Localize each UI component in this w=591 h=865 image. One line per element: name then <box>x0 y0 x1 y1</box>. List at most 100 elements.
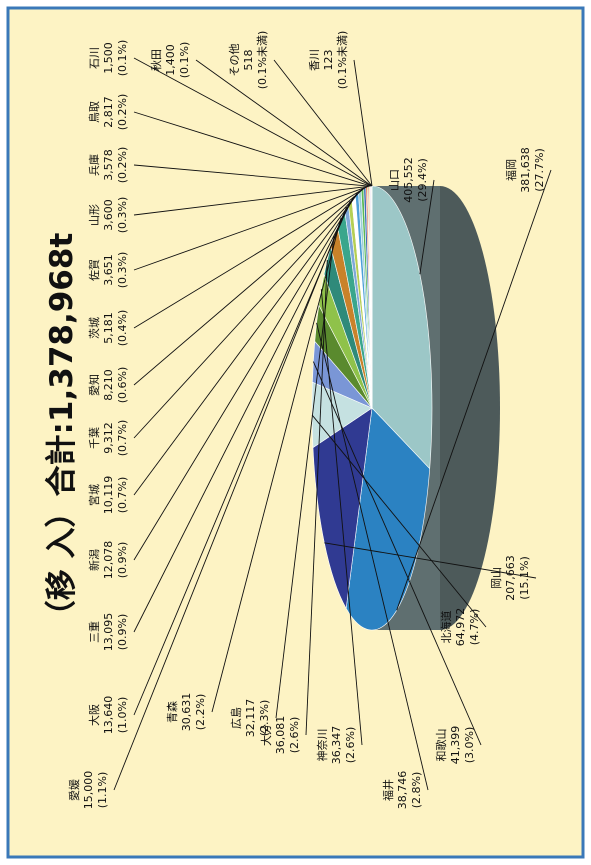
slice-label-1: 福岡 381,638 (27.7%) <box>504 147 546 193</box>
slice-name: 秋田 <box>149 49 163 71</box>
leader-line-20 <box>133 164 370 187</box>
slice-pct: (4.7%) <box>468 609 481 646</box>
slice-label-15: 千葉 9,312 (0.7%) <box>87 420 129 457</box>
slice-name: 佐賀 <box>87 259 101 281</box>
slice-label-19: 山形 3,600 (0.3%) <box>88 197 129 234</box>
slice-name: 兵庫 <box>87 154 101 176</box>
slice-name: 新潟 <box>87 549 101 571</box>
slice-label-7: 大分 36,081 (2.6%) <box>259 716 301 755</box>
slice-value: 405,552 <box>402 157 415 203</box>
slice-name: 福岡 <box>504 159 518 181</box>
slice-name: 愛知 <box>87 374 101 396</box>
leader-line-18 <box>133 186 368 271</box>
slice-value: 13,095 <box>102 613 115 652</box>
leader-line-25 <box>353 59 373 187</box>
leader-line-0 <box>419 179 435 275</box>
slice-label-4: 和歌山 41,399 (3.0%) <box>434 726 476 765</box>
slice-pct: (2.8%) <box>410 772 423 809</box>
leader-line-19 <box>133 185 369 216</box>
leader-line-22 <box>133 57 372 187</box>
slice-pct: (0.6%) <box>116 367 129 404</box>
leader-line-8 <box>275 236 335 719</box>
slice-name: 千葉 <box>87 427 101 449</box>
leader-line-7 <box>305 259 328 736</box>
leader-line-15 <box>133 188 363 439</box>
slice-label-23: 秋田 1,400 (0.1%) <box>149 42 191 79</box>
slice-name: 和歌山 <box>434 729 448 762</box>
leader-line-3 <box>311 414 487 628</box>
slice-pct: (2.6%) <box>288 717 301 754</box>
slice-pct: (1.0%) <box>116 697 129 734</box>
slice-value: 3,651 <box>102 254 115 286</box>
leader-lines <box>113 57 552 791</box>
chart-title: （移 入）合計:1,378,968t <box>44 233 80 632</box>
slice-pct: (0.1%未満) <box>256 31 269 90</box>
slice-pct: (0.3%) <box>116 197 129 234</box>
slice-value: 32,117 <box>244 699 257 738</box>
chart-title-group: （移 入）合計:1,378,968t <box>44 233 80 632</box>
slice-value: 3,600 <box>102 199 115 231</box>
leader-line-6 <box>320 289 363 746</box>
slice-value: 13,640 <box>102 696 115 735</box>
slice-name: 香川 <box>308 49 321 71</box>
slice-value: 381,638 <box>519 147 532 193</box>
slice-pct: (29.4%) <box>416 158 429 202</box>
slice-value: 15,000 <box>82 771 95 810</box>
slice-value: 38,746 <box>396 771 409 810</box>
slice-name: 山形 <box>88 204 101 226</box>
slice-label-24: その他 518 (0.1%未満) <box>228 31 269 90</box>
leader-line-24 <box>273 59 373 187</box>
slice-value: 36,347 <box>330 726 343 765</box>
slice-label-3: 北海道 64,972 (4.7%) <box>439 608 481 647</box>
slice-value: 8,210 <box>102 369 115 401</box>
slice-pct: (0.2%) <box>116 147 129 184</box>
slice-label-9: 青森 30,631 (2.2%) <box>165 693 207 732</box>
slice-pct: (0.7%) <box>116 477 129 514</box>
slice-value: 2,817 <box>102 96 115 128</box>
slice-value: 36,081 <box>274 716 287 755</box>
slice-value: 30,631 <box>180 693 193 732</box>
slice-name: その他 <box>228 44 241 77</box>
slice-name: 青森 <box>165 701 179 723</box>
slice-name: 三重 <box>87 621 101 643</box>
slice-labels: 山口 405,552 (29.4%) 福岡 381,638 (27.7%) 岡山 207,66… <box>67 31 546 810</box>
slice-name: 大分 <box>259 724 273 746</box>
slice-pct: (0.9%) <box>116 614 129 651</box>
slice-pct: (0.7%) <box>116 420 129 457</box>
leader-line-10 <box>113 206 347 791</box>
slice-pct: (0.1%未満) <box>336 31 349 90</box>
slice-name: 鳥取 <box>87 101 101 123</box>
slice-pct: (0.1%) <box>178 42 191 79</box>
slice-pct: (2.6%) <box>344 727 357 764</box>
slice-pct: (27.7%) <box>533 148 546 192</box>
slice-value: 41,399 <box>449 726 462 765</box>
slice-label-8: 広島 32,117 (2.3%) <box>229 699 271 738</box>
leader-line-9 <box>211 217 342 713</box>
leader-line-23 <box>195 59 372 187</box>
slice-pct: (1.1%) <box>96 772 109 809</box>
slice-label-25: 香川 123 (0.1%未満) <box>308 31 349 90</box>
leader-line-13 <box>133 192 358 561</box>
slice-pct: (3.0%) <box>463 727 476 764</box>
slice-value: 3,578 <box>102 149 115 181</box>
slice-pct: (0.2%) <box>116 94 129 131</box>
slice-name: 福井 <box>381 779 395 801</box>
slice-pct: (2.3%) <box>258 700 271 737</box>
slice-value: 207,663 <box>504 555 517 601</box>
slice-value: 64,972 <box>454 608 467 647</box>
slice-pct: (0.9%) <box>116 542 129 579</box>
slice-name: 大阪 <box>87 704 101 726</box>
slice-value: 1,400 <box>164 44 177 76</box>
slice-value: 518 <box>242 50 255 71</box>
leader-line-1 <box>396 169 552 611</box>
slice-label-6: 神奈川 36,347 (2.6%) <box>315 726 357 765</box>
slice-pct: (15.1%) <box>518 556 531 600</box>
slice-name: 宮城 <box>87 484 101 506</box>
pie-slices <box>311 185 433 631</box>
slice-value: 123 <box>322 50 335 71</box>
slice-pct: (2.2%) <box>194 694 207 731</box>
slice-label-2: 岡山 207,663 (15.1%) <box>490 555 531 601</box>
slice-value: 10,119 <box>102 476 115 515</box>
slice-label-14: 宮城 10,119 (0.7%) <box>87 476 129 515</box>
